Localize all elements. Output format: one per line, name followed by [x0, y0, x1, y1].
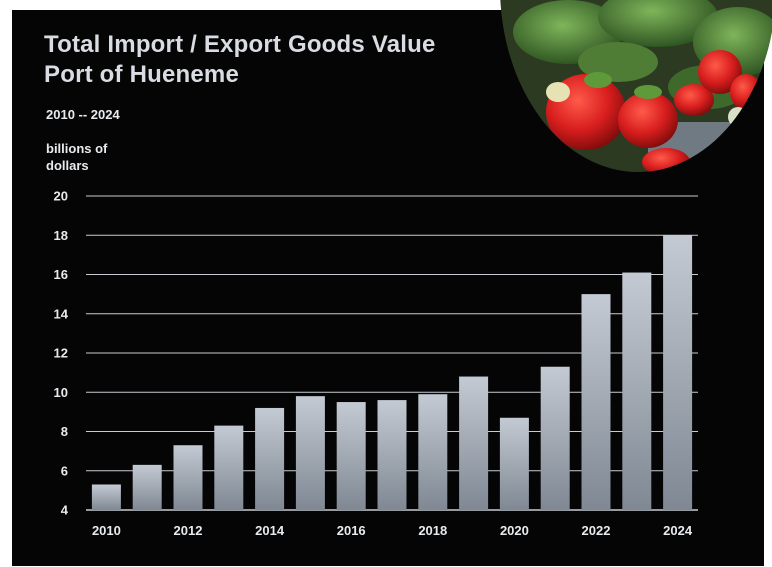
x-tick-label: 2014	[255, 523, 285, 538]
bar-2010	[91, 484, 121, 510]
bar-2023	[622, 272, 652, 510]
chart-title-line-1: Total Import / Export Goods Value	[44, 31, 436, 58]
x-tick-label: 2020	[500, 523, 529, 538]
x-tick-label: 2012	[174, 523, 203, 538]
bar-2018	[418, 394, 448, 510]
y-tick-label: 16	[54, 267, 68, 282]
chart-title-line-2: Port of Hueneme	[44, 61, 240, 88]
x-tick-labels: 2010 2012 2014 2016 2018 2020 2022 2024	[92, 523, 693, 538]
y-tick-label: 10	[54, 385, 68, 400]
bar-2011	[132, 464, 162, 510]
x-tick-label: 2018	[418, 523, 447, 538]
x-tick-label: 2010	[92, 523, 121, 538]
y-tick-label: 6	[61, 463, 68, 478]
bar-2017	[377, 400, 407, 510]
bar-2019	[459, 376, 489, 510]
y-tick-label: 12	[54, 346, 68, 361]
x-tick-label: 2022	[582, 523, 611, 538]
bar-2016	[336, 402, 366, 510]
y-tick-label: 8	[61, 424, 68, 439]
bar-2015	[295, 396, 325, 510]
y-tick-label: 4	[61, 503, 69, 518]
y-tick-labels: 4 6 8 10 12 14 16 18 20	[54, 189, 69, 518]
bar-2014	[255, 407, 285, 510]
bars	[91, 235, 693, 510]
strawberry-photo	[500, 0, 772, 172]
y-tick-label: 18	[54, 228, 68, 243]
bar-2012	[173, 445, 203, 510]
y-tick-label: 20	[54, 189, 68, 204]
bar-2020	[499, 417, 529, 510]
bar-chart: 4 6 8 10 12 14 16 18 20 2010 2012 2014 2016 2018 2020…	[54, 189, 698, 538]
y-tick-label: 14	[54, 306, 69, 321]
y-axis-label-line-2: dollars	[46, 158, 89, 173]
y-axis-label-line-1: billions of	[46, 141, 108, 156]
bar-2022	[581, 294, 611, 510]
bar-2021	[540, 366, 570, 510]
x-tick-label: 2016	[337, 523, 366, 538]
chart-subtitle: 2010 -- 2024	[46, 107, 120, 122]
x-tick-label: 2024	[663, 523, 693, 538]
bar-2013	[214, 425, 244, 510]
bar-2024	[663, 235, 693, 510]
